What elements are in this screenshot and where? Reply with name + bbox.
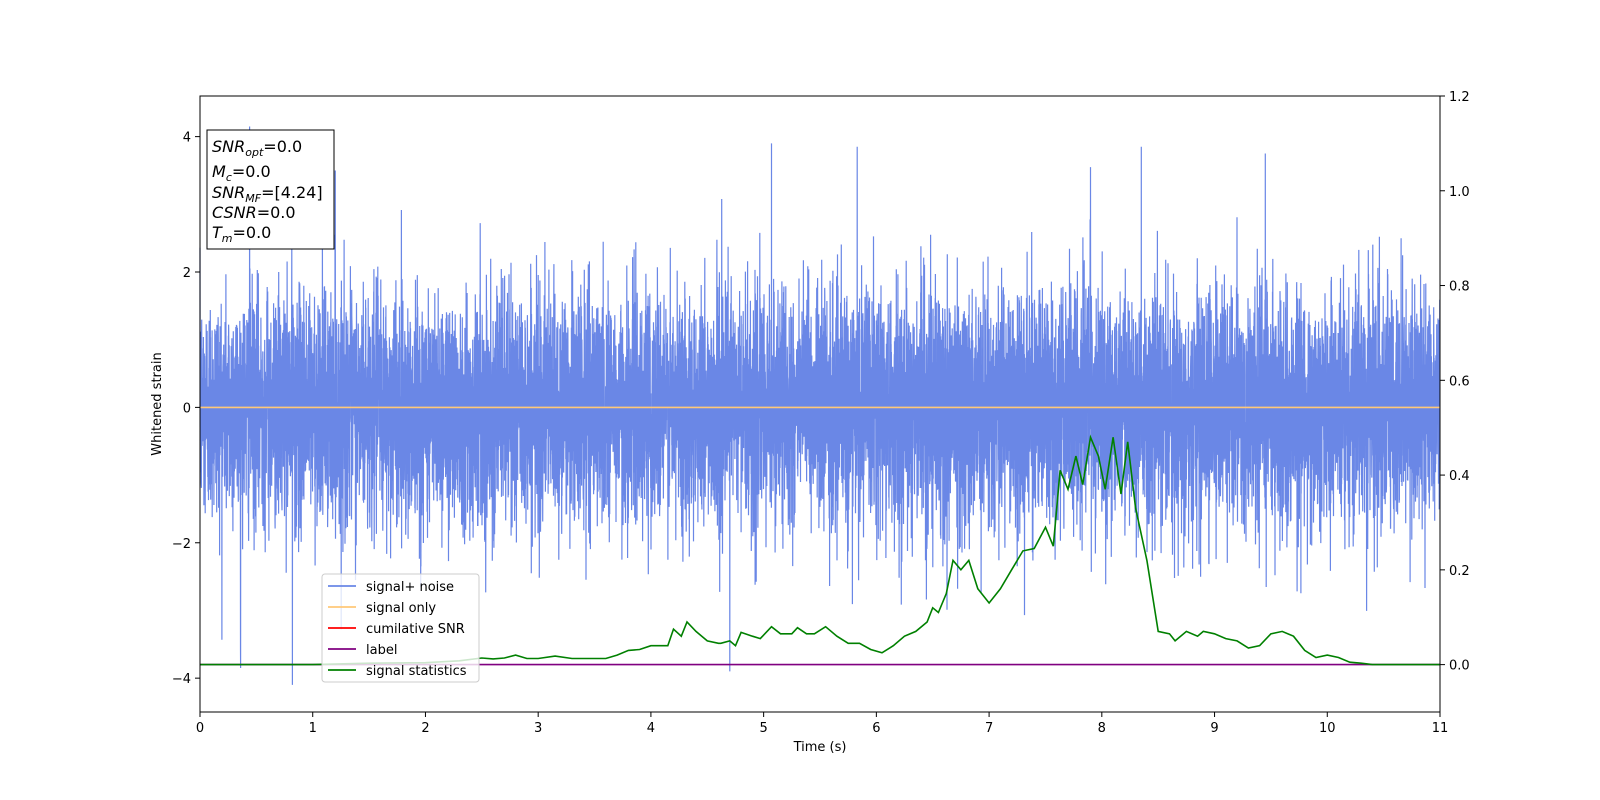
y2-tick-label: 0.8 [1449, 280, 1470, 295]
x-tick-label: 2 [421, 721, 429, 736]
y2-tick-label: 0.6 [1449, 374, 1470, 389]
info-box: SNRopt=0.0 Mc=0.0 SNRMF=[4.24] CSNR=0.0 … [206, 129, 335, 250]
x-tick-label: 0 [196, 721, 204, 736]
info-mc: Mc=0.0 [212, 162, 271, 184]
y-tick-label: 0 [183, 401, 191, 416]
x-tick-label: 3 [534, 721, 542, 736]
y-tick-label: −4 [172, 672, 191, 687]
y-tick-label: 2 [183, 266, 191, 281]
y2-tick-label: 0.4 [1449, 469, 1470, 484]
info-tm: Tm=0.0 [212, 223, 271, 245]
x-tick-label: 9 [1210, 721, 1218, 736]
x-axis-label: Time (s) [793, 740, 847, 755]
y-axis-label: Whitened strain [150, 352, 165, 455]
legend-label-cumilative-snr: cumilative SNR [366, 622, 465, 637]
legend-label-signal-only: signal only [366, 601, 436, 616]
info-snr-opt: SNRopt=0.0 [212, 137, 302, 159]
legend-frame [321, 573, 480, 683]
y-tick-label: 4 [183, 131, 191, 146]
series-signal-statistics-line [200, 434, 1440, 666]
info-box-frame [206, 129, 335, 250]
info-snr-mf: SNRMF=[4.24] [212, 183, 323, 205]
axes-layer: 0 1 2 3 4 5 6 7 8 9 10 11 −4 −2 0 2 4 0.0 0.2 0.4 0.6 0.8 1.0 1… [172, 90, 1470, 736]
signal-noise-series [199, 126, 1441, 685]
y-tick-label: −2 [172, 537, 191, 552]
x-tick-label: 10 [1319, 721, 1336, 736]
legend-label-signal-noise: signal+ noise [366, 580, 454, 595]
y2-tick-label: 1.0 [1449, 185, 1470, 200]
series-signal-noise-line [199, 126, 1441, 685]
x-tick-label: 4 [647, 721, 655, 736]
x-tick-label: 1 [309, 721, 317, 736]
y2-tick-label: 0.2 [1449, 564, 1470, 579]
x-tick-label: 6 [872, 721, 880, 736]
x-tick-label: 5 [759, 721, 767, 736]
legend: signal+ noise signal only cumilative SNR la… [321, 573, 480, 683]
legend-label-signal-statistics: signal statistics [366, 664, 467, 679]
x-tick-label: 11 [1432, 721, 1449, 736]
legend-label-label: label [366, 643, 397, 658]
x-tick-label: 8 [1098, 721, 1106, 736]
y2-tick-label: 1.2 [1449, 90, 1470, 105]
x-tick-label: 7 [985, 721, 993, 736]
plot-frame [199, 95, 1441, 713]
y2-tick-label: 0.0 [1449, 659, 1470, 674]
info-csnr: CSNR=0.0 [212, 203, 296, 222]
